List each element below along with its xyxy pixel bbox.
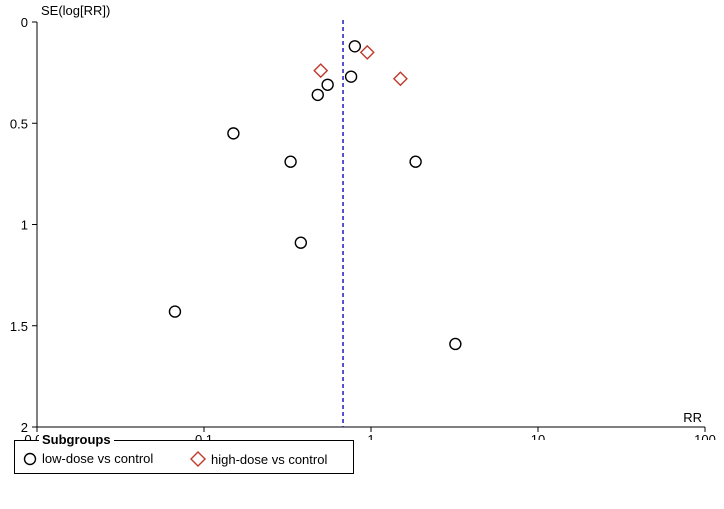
y-tick-label: 1.5: [10, 319, 28, 334]
circle-point: [311, 88, 324, 102]
circle-point: [344, 70, 358, 83]
funnel-plot: 0 0.5 1 1.5 20.01 0.1 1 10 100 SE(log[RR]) RR: [10, 3, 716, 440]
y-tick-label: 0.5: [10, 116, 28, 131]
x-tick-label: 10: [531, 432, 545, 440]
x-tick-label: 1: [367, 432, 374, 440]
circle-point: [168, 305, 182, 318]
x-tick-label: 0.1: [195, 432, 213, 440]
legend-item-high-dose: high-dose vs control: [190, 451, 327, 467]
y-tick-label: 0: [21, 15, 28, 30]
x-tick-label: 0.01: [24, 432, 49, 440]
ticks: 0 0.5 1 1.5 20.01 0.1 1 10 100: [10, 15, 716, 440]
circle-point: [348, 40, 362, 53]
diamond-point: [359, 44, 375, 60]
circle-point: [294, 236, 308, 249]
circle-point: [227, 127, 240, 140]
circle-point: [284, 155, 297, 168]
legend-title: Subgroups: [39, 432, 114, 448]
circle-point: [321, 78, 334, 91]
diamond-point: [313, 63, 329, 79]
y-tick-label: 1: [21, 218, 28, 233]
axes: [36, 22, 705, 428]
x-axis-title: RR: [683, 410, 702, 425]
y-tick-label: 2: [21, 420, 28, 435]
legend-item-low-dose: low-dose vs control: [23, 451, 153, 466]
data-marks: [168, 20, 462, 427]
diamond-point: [392, 71, 408, 87]
circle-point: [409, 155, 422, 168]
x-tick-label: 100: [694, 432, 716, 440]
diamond-marker-icon: [190, 451, 206, 467]
circle-point: [449, 337, 462, 351]
legend-label-low-dose: low-dose vs control: [42, 451, 154, 466]
circle-marker-icon: [23, 452, 37, 465]
legend-label-high-dose: high-dose vs control: [211, 451, 328, 467]
y-axis-title: SE(log[RR]): [41, 3, 110, 18]
legend: Subgroups low-dose vs control high-dose …: [14, 432, 354, 474]
